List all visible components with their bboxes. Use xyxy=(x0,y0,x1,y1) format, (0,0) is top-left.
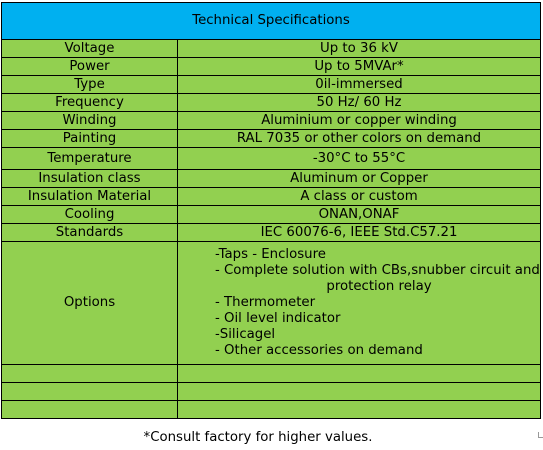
spec-value-options: -Taps - Enclosure - Complete solution wi… xyxy=(177,241,541,365)
spec-label-frequency: Frequency xyxy=(1,93,178,112)
spec-label-options: Options xyxy=(1,241,178,365)
technical-specifications-table: Technical Specifications Voltage Up to 3… xyxy=(1,2,541,419)
spec-value-voltage: Up to 36 kV xyxy=(177,39,541,58)
table-row-empty xyxy=(1,364,541,383)
spec-value-temperature: -30°C to 55°C xyxy=(177,147,541,170)
table-row: Insulation class Aluminum or Copper xyxy=(1,169,541,188)
spec-label-winding: Winding xyxy=(1,111,178,130)
options-list-item: -Taps - Enclosure xyxy=(215,247,326,262)
spec-label-standards: Standards xyxy=(1,223,178,242)
corner-mark xyxy=(538,432,543,438)
spec-label-insulation-material: Insulation Material xyxy=(1,187,178,206)
spec-value-standards: IEC 60076-6, IEEE Std.C57.21 xyxy=(177,223,541,242)
footnote: *Consult factory for higher values. xyxy=(143,430,373,445)
options-list-item: -Silicagel xyxy=(215,327,276,342)
table-title: Technical Specifications xyxy=(1,2,541,40)
empty-cell xyxy=(177,364,541,383)
options-list-item: - Complete solution with CBs,snubber cir… xyxy=(215,263,540,278)
spec-value-insulation-material: A class or custom xyxy=(177,187,541,206)
empty-cell xyxy=(177,382,541,401)
spec-label-temperature: Temperature xyxy=(1,147,178,170)
spec-value-power: Up to 5MVAr* xyxy=(177,57,541,76)
spec-value-winding: Aluminium or copper winding xyxy=(177,111,541,130)
table-row: Power Up to 5MVAr* xyxy=(1,57,541,76)
spec-label-power: Power xyxy=(1,57,178,76)
table-row: Cooling ONAN,ONAF xyxy=(1,205,541,224)
empty-cell xyxy=(1,382,178,401)
table-row: Temperature -30°C to 55°C xyxy=(1,147,541,170)
options-list-item: - Oil level indicator xyxy=(215,311,341,326)
empty-cell xyxy=(1,364,178,383)
table-row: Type 0il-immersed xyxy=(1,75,541,94)
spec-value-type: 0il-immersed xyxy=(177,75,541,94)
options-list: -Taps - Enclosure - Complete solution wi… xyxy=(181,247,540,359)
spec-value-painting: RAL 7035 or other colors on demand xyxy=(177,129,541,148)
table-row-empty xyxy=(1,382,541,401)
empty-cell xyxy=(177,400,541,419)
table-row-empty xyxy=(1,400,541,419)
table-row-options: Options -Taps - Enclosure - Complete sol… xyxy=(1,241,541,365)
table-row: Winding Aluminium or copper winding xyxy=(1,111,541,130)
options-list-item: protection relay xyxy=(326,279,432,294)
table-row: Insulation Material A class or custom xyxy=(1,187,541,206)
spec-label-cooling: Cooling xyxy=(1,205,178,224)
empty-cell xyxy=(1,400,178,419)
table-row: Painting RAL 7035 or other colors on dem… xyxy=(1,129,541,148)
spec-label-insulation-class: Insulation class xyxy=(1,169,178,188)
spec-value-cooling: ONAN,ONAF xyxy=(177,205,541,224)
spec-value-frequency: 50 Hz/ 60 Hz xyxy=(177,93,541,112)
table-row: Standards IEC 60076-6, IEEE Std.C57.21 xyxy=(1,223,541,242)
spec-label-voltage: Voltage xyxy=(1,39,178,58)
options-list-item: - Thermometer xyxy=(215,295,316,310)
spec-label-type: Type xyxy=(1,75,178,94)
spec-label-painting: Painting xyxy=(1,129,178,148)
table-row: Frequency 50 Hz/ 60 Hz xyxy=(1,93,541,112)
spec-value-insulation-class: Aluminum or Copper xyxy=(177,169,541,188)
table-row: Voltage Up to 36 kV xyxy=(1,39,541,58)
options-list-item: - Other accessories on demand xyxy=(215,343,423,358)
